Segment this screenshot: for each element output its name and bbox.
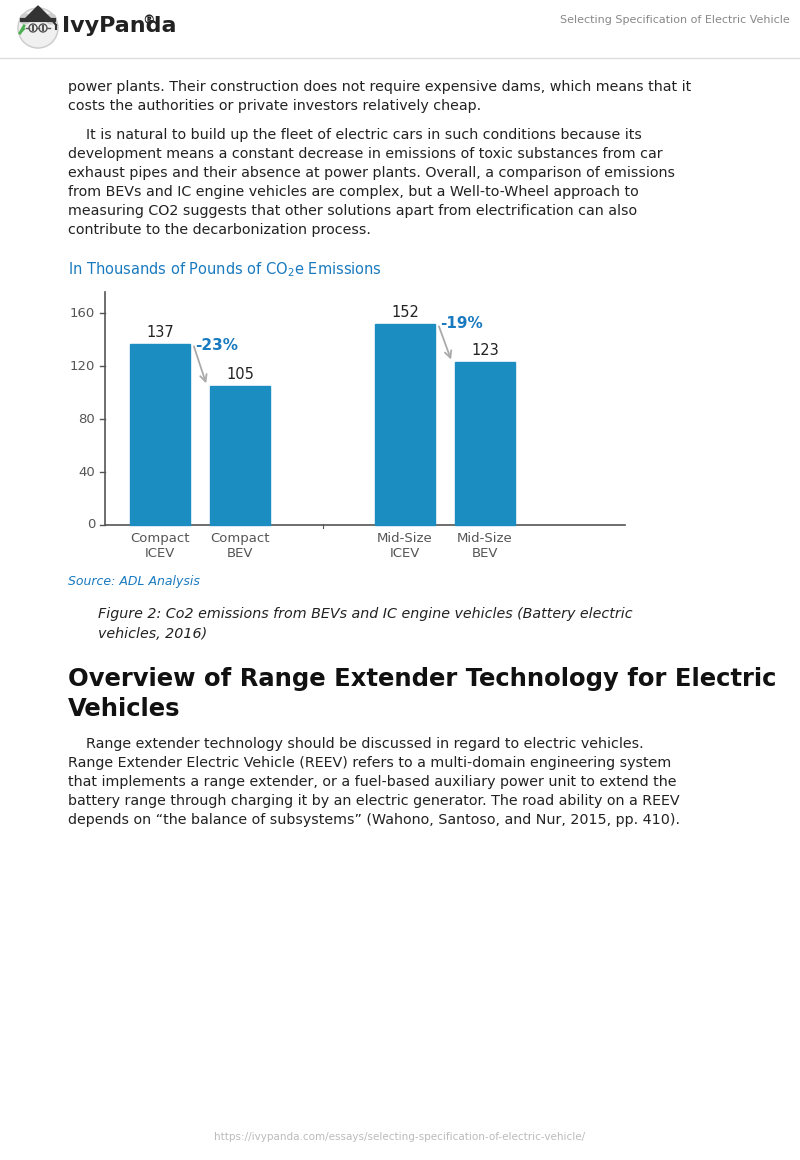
Text: IvyPanda: IvyPanda	[62, 16, 177, 36]
Text: 152: 152	[391, 305, 419, 320]
Bar	[375, 324, 435, 525]
Text: Range Extender Electric Vehicle (REEV) refers to a multi-domain engineering syst: Range Extender Electric Vehicle (REEV) r…	[68, 756, 671, 770]
Text: It is natural to build up the fleet of electric cars in such conditions because : It is natural to build up the fleet of e…	[68, 128, 642, 142]
Text: Figure 2: Co2 emissions from BEVs and IC engine vehicles (Battery electric: Figure 2: Co2 emissions from BEVs and IC…	[98, 607, 633, 621]
Text: that implements a range extender, or a fuel-based auxiliary power unit to extend: that implements a range extender, or a f…	[68, 775, 677, 789]
Text: 80: 80	[78, 413, 95, 426]
Text: 40: 40	[78, 465, 95, 479]
Text: 105: 105	[226, 367, 254, 382]
Text: from BEVs and IC engine vehicles are complex, but a Well-to-Wheel approach to: from BEVs and IC engine vehicles are com…	[68, 184, 638, 200]
Text: Selecting Specification of Electric Vehicle: Selecting Specification of Electric Vehi…	[560, 15, 790, 26]
Text: 123: 123	[471, 343, 499, 358]
Text: power plants. Their construction does not require expensive dams, which means th: power plants. Their construction does no…	[68, 80, 691, 94]
Text: 0: 0	[86, 519, 95, 531]
Polygon shape	[24, 6, 52, 20]
Text: 160: 160	[70, 306, 95, 320]
Text: BEV: BEV	[226, 548, 254, 560]
Text: vehicles, 2016): vehicles, 2016)	[98, 628, 207, 641]
Text: Vehicles: Vehicles	[68, 697, 181, 722]
Text: Mid-Size: Mid-Size	[457, 532, 513, 545]
Text: development means a constant decrease in emissions of toxic substances from car: development means a constant decrease in…	[68, 147, 662, 161]
Text: In Thousands of Pounds of CO$_2$e Emissions: In Thousands of Pounds of CO$_2$e Emissi…	[68, 260, 382, 278]
Text: Compact: Compact	[130, 532, 190, 545]
Text: -23%: -23%	[195, 338, 238, 353]
Text: exhaust pipes and their absence at power plants. Overall, a comparison of emissi: exhaust pipes and their absence at power…	[68, 166, 675, 180]
Text: battery range through charging it by an electric generator. The road ability on : battery range through charging it by an …	[68, 793, 680, 809]
Text: ®: ®	[142, 14, 154, 27]
Bar	[130, 343, 190, 525]
Text: Overview of Range Extender Technology for Electric: Overview of Range Extender Technology fo…	[68, 667, 776, 691]
Circle shape	[18, 8, 58, 48]
Bar	[455, 362, 515, 525]
Text: BEV: BEV	[472, 548, 498, 560]
Text: Source: ADL Analysis: Source: ADL Analysis	[68, 575, 200, 588]
Text: Range extender technology should be discussed in regard to electric vehicles.: Range extender technology should be disc…	[68, 737, 644, 751]
Text: costs the authorities or private investors relatively cheap.: costs the authorities or private investo…	[68, 99, 481, 113]
Bar	[210, 386, 270, 525]
Text: 120: 120	[70, 360, 95, 372]
Text: ICEV: ICEV	[390, 548, 420, 560]
Text: https://ivypanda.com/essays/selecting-specification-of-electric-vehicle/: https://ivypanda.com/essays/selecting-sp…	[214, 1132, 586, 1141]
Text: Compact: Compact	[210, 532, 270, 545]
Text: Mid-Size: Mid-Size	[377, 532, 433, 545]
Circle shape	[46, 14, 56, 24]
Text: depends on “the balance of subsystems” (Wahono, Santoso, and Nur, 2015, pp. 410): depends on “the balance of subsystems” (…	[68, 813, 680, 827]
Text: ICEV: ICEV	[145, 548, 175, 560]
Text: contribute to the decarbonization process.: contribute to the decarbonization proces…	[68, 223, 371, 237]
Text: 137: 137	[146, 325, 174, 340]
Text: measuring CO2 suggests that other solutions apart from electrification can also: measuring CO2 suggests that other soluti…	[68, 204, 637, 218]
Text: -19%: -19%	[440, 316, 482, 331]
Circle shape	[20, 14, 30, 24]
